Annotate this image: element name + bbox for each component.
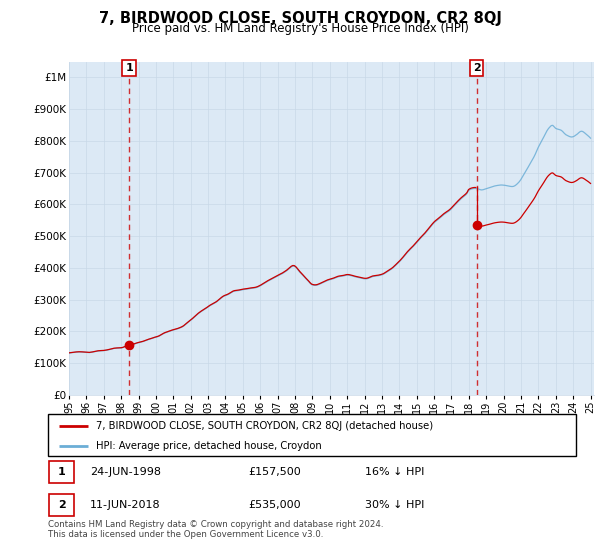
Text: 24-JUN-1998: 24-JUN-1998 — [90, 467, 161, 477]
Text: 30% ↓ HPI: 30% ↓ HPI — [365, 500, 424, 510]
Text: £157,500: £157,500 — [248, 467, 301, 477]
Text: 7, BIRDWOOD CLOSE, SOUTH CROYDON, CR2 8QJ: 7, BIRDWOOD CLOSE, SOUTH CROYDON, CR2 8Q… — [98, 11, 502, 26]
Text: 11-JUN-2018: 11-JUN-2018 — [90, 500, 161, 510]
Text: 2: 2 — [58, 500, 65, 510]
Text: 1: 1 — [125, 63, 133, 73]
Text: £535,000: £535,000 — [248, 500, 301, 510]
Text: Contains HM Land Registry data © Crown copyright and database right 2024.
This d: Contains HM Land Registry data © Crown c… — [48, 520, 383, 539]
FancyBboxPatch shape — [49, 461, 74, 483]
FancyBboxPatch shape — [49, 494, 74, 516]
Text: Price paid vs. HM Land Registry's House Price Index (HPI): Price paid vs. HM Land Registry's House … — [131, 22, 469, 35]
Text: 16% ↓ HPI: 16% ↓ HPI — [365, 467, 424, 477]
Text: 2: 2 — [473, 63, 481, 73]
Text: 1: 1 — [58, 467, 65, 477]
FancyBboxPatch shape — [48, 414, 576, 456]
Text: HPI: Average price, detached house, Croydon: HPI: Average price, detached house, Croy… — [95, 441, 321, 451]
Text: 7, BIRDWOOD CLOSE, SOUTH CROYDON, CR2 8QJ (detached house): 7, BIRDWOOD CLOSE, SOUTH CROYDON, CR2 8Q… — [95, 421, 433, 431]
